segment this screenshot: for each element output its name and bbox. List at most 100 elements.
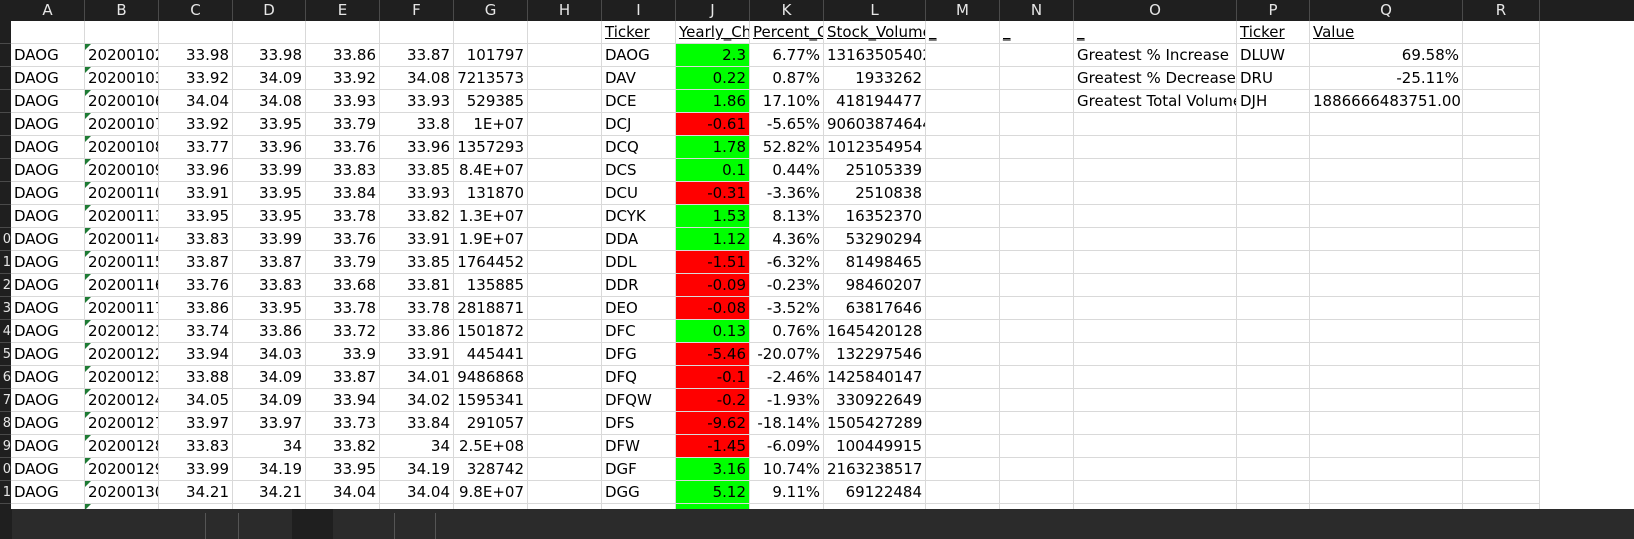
percent-change-cell[interactable]: -0.23% [750,274,824,297]
high-cell[interactable]: 33.97 [233,412,306,435]
volume-cell[interactable]: 1501872 [454,320,528,343]
empty-cell[interactable] [1237,366,1310,389]
column-header-a[interactable]: A [11,0,85,21]
empty-cell[interactable] [233,21,306,44]
empty-cell[interactable] [1310,274,1463,297]
stock-volume-cell[interactable]: 1933262 [824,67,926,90]
empty-cell[interactable] [528,159,602,182]
empty-cell[interactable] [1000,320,1074,343]
high-cell[interactable]: 34 [233,435,306,458]
yearly-change-cell[interactable]: 2.3 [676,44,750,67]
percent-change-cell[interactable]: -20.07% [750,343,824,366]
empty-cell[interactable] [1074,136,1237,159]
date-cell[interactable]: 20200115 [85,251,159,274]
sheet-tabs-left[interactable] [12,509,292,539]
percent-change-cell[interactable]: 0.87% [750,67,824,90]
summary-ticker-cell[interactable]: DDL [602,251,676,274]
open-cell[interactable]: 33.94 [159,343,233,366]
empty-cell[interactable] [1463,44,1540,67]
empty-cell[interactable] [528,389,602,412]
empty-cell[interactable] [1310,251,1463,274]
percent-change-cell[interactable]: 17.10% [750,90,824,113]
empty-cell[interactable] [926,159,1000,182]
empty-cell[interactable] [1463,297,1540,320]
ticker-cell[interactable]: DAOG [11,389,85,412]
yearly-change-cell[interactable]: 5.12 [676,481,750,504]
volume-cell[interactable]: 2.5E+08 [454,435,528,458]
empty-cell[interactable] [1000,389,1074,412]
high-cell[interactable]: 34.19 [233,458,306,481]
high-cell[interactable]: 33.95 [233,113,306,136]
low-cell[interactable]: 33.82 [306,435,380,458]
open-cell[interactable]: 33.95 [159,205,233,228]
empty-cell[interactable] [1463,435,1540,458]
yearly-change-cell[interactable]: 1.78 [676,136,750,159]
empty-cell[interactable] [1074,228,1237,251]
yearly-change-cell[interactable]: -0.09 [676,274,750,297]
empty-cell[interactable] [1000,297,1074,320]
ticker-cell[interactable]: DAOG [11,90,85,113]
row-number[interactable]: 0 [0,228,11,251]
empty-cell[interactable] [528,320,602,343]
stock-volume-cell[interactable]: 1645420128 [824,320,926,343]
low-cell[interactable]: 33.76 [306,228,380,251]
percent-change-cell[interactable]: -18.14% [750,412,824,435]
header-cell-i[interactable]: Ticker [602,21,676,44]
date-cell[interactable]: 20200113 [85,205,159,228]
date-cell[interactable]: 20200128 [85,435,159,458]
yearly-change-cell[interactable]: -5.46 [676,343,750,366]
ticker-cell[interactable]: DAOG [11,228,85,251]
low-cell[interactable]: 33.94 [306,389,380,412]
open-cell[interactable]: 33.83 [159,228,233,251]
empty-cell[interactable] [1074,343,1237,366]
open-cell[interactable]: 33.96 [159,159,233,182]
empty-cell[interactable] [1074,366,1237,389]
volume-cell[interactable]: 529385 [454,90,528,113]
empty-cell[interactable] [528,251,602,274]
open-cell[interactable]: 34.04 [159,90,233,113]
empty-cell[interactable] [1000,182,1074,205]
high-cell[interactable]: 34.21 [233,481,306,504]
empty-cell[interactable] [926,320,1000,343]
open-cell[interactable]: 33.92 [159,113,233,136]
empty-cell[interactable] [528,412,602,435]
empty-cell[interactable] [926,67,1000,90]
low-cell[interactable]: 33.78 [306,205,380,228]
row-number[interactable]: 6 [0,366,11,389]
empty-cell[interactable] [1463,159,1540,182]
volume-cell[interactable]: 7213573 [454,67,528,90]
volume-cell[interactable]: 9.8E+07 [454,481,528,504]
ticker-cell[interactable]: DAOG [11,320,85,343]
close-cell[interactable]: 33.8 [380,113,454,136]
empty-cell[interactable] [1000,67,1074,90]
empty-cell[interactable] [1310,458,1463,481]
empty-cell[interactable] [1000,343,1074,366]
yearly-change-cell[interactable]: 3.16 [676,458,750,481]
high-cell[interactable]: 33.83 [233,274,306,297]
greatest-label-cell[interactable]: Greatest % Decrease [1074,67,1237,90]
empty-cell[interactable] [1463,389,1540,412]
header-cell-m[interactable]: _ [926,21,1000,44]
column-header-m[interactable]: M [926,0,1000,21]
column-header-f[interactable]: F [380,0,454,21]
empty-cell[interactable] [926,205,1000,228]
column-header-q[interactable]: Q [1310,0,1463,21]
empty-cell[interactable] [926,90,1000,113]
close-cell[interactable]: 33.86 [380,320,454,343]
summary-ticker-cell[interactable]: DFC [602,320,676,343]
empty-cell[interactable] [1074,389,1237,412]
empty-cell[interactable] [926,44,1000,67]
open-cell[interactable]: 33.92 [159,67,233,90]
empty-cell[interactable] [926,389,1000,412]
greatest-ticker-cell[interactable]: DRU [1237,67,1310,90]
low-cell[interactable]: 33.76 [306,136,380,159]
empty-cell[interactable] [1463,228,1540,251]
empty-cell[interactable] [1463,67,1540,90]
empty-cell[interactable] [1000,113,1074,136]
empty-cell[interactable] [1237,458,1310,481]
close-cell[interactable]: 33.96 [380,136,454,159]
stock-volume-cell[interactable]: 2510838 [824,182,926,205]
empty-cell[interactable] [1074,297,1237,320]
empty-cell[interactable] [926,113,1000,136]
close-cell[interactable]: 33.91 [380,228,454,251]
